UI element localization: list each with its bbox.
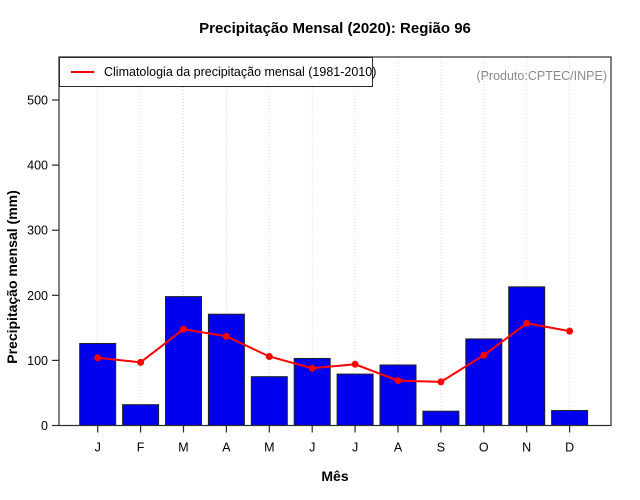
- bar: [250, 376, 288, 426]
- bar: [422, 410, 460, 427]
- x-tick-label: O: [479, 441, 489, 455]
- climatology-point: [394, 377, 402, 385]
- climatology-point: [222, 332, 230, 340]
- x-tick-label: A: [222, 441, 231, 455]
- y-tick-label: 100: [27, 354, 48, 368]
- bar: [165, 296, 202, 426]
- product-annotation: (Produto:CPTEC/INPE): [476, 69, 607, 83]
- legend-line-swatch: [71, 71, 94, 73]
- climatology-point: [437, 378, 445, 386]
- x-tick-label: J: [309, 441, 315, 455]
- x-tick-label: M: [178, 441, 188, 455]
- bar: [551, 410, 589, 427]
- x-tick-label: J: [95, 441, 101, 455]
- climatology-point: [480, 351, 488, 359]
- x-tick-label: F: [137, 441, 145, 455]
- climatology-point: [308, 364, 316, 372]
- climatology-point: [180, 325, 187, 333]
- legend: Climatologia da precipitação mensal (198…: [59, 57, 377, 87]
- x-tick-label: M: [264, 441, 274, 455]
- climatology-point: [265, 352, 273, 360]
- y-tick-label: 200: [27, 289, 48, 303]
- x-tick-label: D: [565, 441, 574, 455]
- climatology-point: [351, 360, 359, 368]
- bar: [508, 286, 546, 426]
- chart-title: Precipitação Mensal (2020): Região 96: [199, 20, 471, 37]
- x-tick-label: A: [394, 441, 403, 455]
- x-tick-label: S: [437, 441, 445, 455]
- y-tick-label: 500: [27, 94, 48, 108]
- bar: [207, 313, 245, 426]
- bar: [122, 404, 160, 426]
- x-tick-label: N: [522, 441, 531, 455]
- y-tick-label: 400: [27, 159, 48, 173]
- bar: [379, 364, 417, 426]
- x-tick-label: J: [352, 441, 358, 455]
- climatology-point: [523, 319, 531, 327]
- legend-label: Climatologia da precipitação mensal (198…: [104, 65, 377, 79]
- x-axis-label: Mês: [321, 468, 349, 484]
- climatology-line: [97, 322, 570, 383]
- climatology-point: [94, 354, 102, 362]
- climatology-point: [566, 327, 574, 335]
- y-tick-label: 0: [41, 419, 48, 433]
- bar: [336, 373, 374, 427]
- y-tick-label: 300: [27, 224, 48, 238]
- climatology-point: [137, 358, 145, 366]
